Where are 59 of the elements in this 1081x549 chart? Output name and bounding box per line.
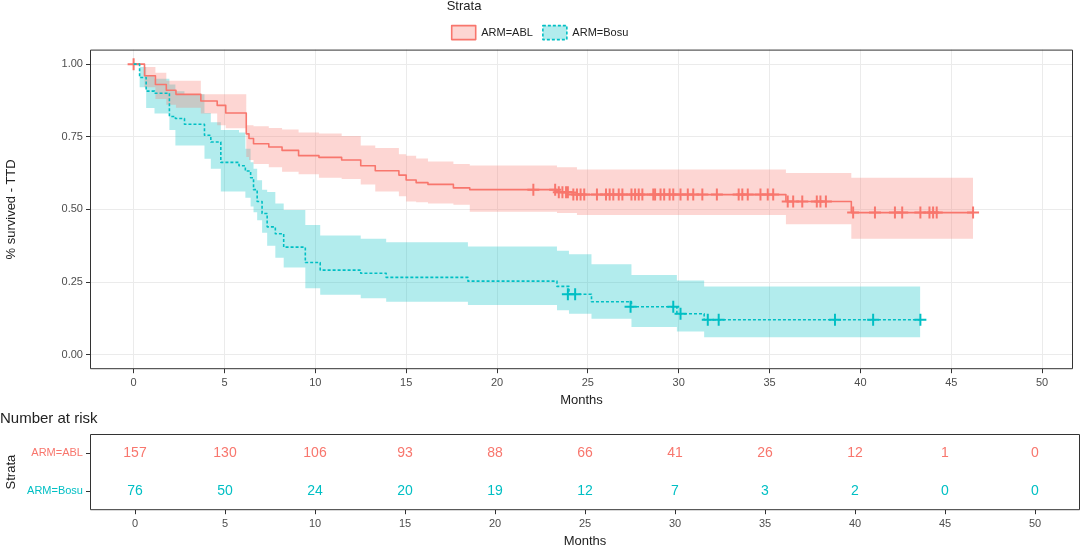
x-tick-label: 20 [488, 516, 502, 529]
data-label: 93 [397, 443, 413, 460]
data-label: 106 [303, 443, 327, 460]
data-label: 26 [757, 443, 773, 460]
x-tick-label: 5 [221, 375, 228, 388]
x-tick-label: 10 [309, 375, 322, 388]
legend-label: ARM=Bosu [572, 25, 629, 38]
x-tick-label: 50 [1035, 375, 1049, 388]
x-tick-label: 0 [131, 516, 139, 529]
data-label: 50 [217, 482, 233, 499]
data-label: 41 [667, 443, 683, 460]
data-label: 1 [941, 443, 950, 460]
x-tick-label: 0 [130, 375, 137, 388]
x-tick-label: 25 [578, 516, 592, 529]
x-tick-label: 25 [581, 375, 594, 388]
x-tick-label: 10 [308, 516, 322, 529]
x-tick-label: 50 [1028, 516, 1042, 529]
chart-title: Number at risk [0, 409, 99, 427]
data-label: 76 [127, 482, 143, 499]
x-axis-title: Months [560, 391, 604, 407]
x-tick-label: 30 [672, 375, 685, 388]
data-label: 19 [487, 482, 503, 499]
data-label: 0 [941, 482, 950, 499]
x-tick-label: 20 [490, 375, 504, 388]
x-axis-title: Months [563, 532, 607, 548]
x-tick-label: 15 [398, 516, 412, 529]
y-tick-label: ARM=Bosu [27, 484, 83, 497]
x-tick-label: 45 [945, 375, 958, 388]
data-label: 7 [671, 482, 680, 499]
y-axis-title: Strata [3, 453, 19, 490]
data-label: 88 [487, 443, 503, 460]
data-label: 12 [847, 443, 863, 460]
x-tick-label: 40 [848, 516, 862, 529]
x-tick-label: 35 [763, 375, 776, 388]
legend-title: Strata [446, 0, 483, 14]
legend-label: ARM=ABL [481, 25, 533, 38]
data-label: 2 [851, 482, 860, 499]
x-tick-label: 5 [221, 516, 229, 529]
y-tick-label: 0.50 [61, 202, 83, 215]
x-tick-label: 35 [758, 516, 772, 529]
x-tick-label: 40 [854, 375, 867, 388]
y-tick-label: 0.75 [61, 129, 83, 142]
data-label: 3 [761, 482, 770, 499]
data-label: 157 [123, 443, 147, 460]
data-label: 130 [213, 443, 237, 460]
x-tick-label: 15 [400, 375, 413, 388]
x-tick-label: 30 [668, 516, 682, 529]
y-tick-label: 0.00 [61, 347, 83, 360]
data-label: 20 [397, 482, 413, 499]
y-tick-label: 0.25 [61, 275, 83, 288]
data-label: 0 [1031, 482, 1040, 499]
x-tick-label: 45 [938, 516, 952, 529]
data-label: 66 [577, 443, 593, 460]
data-label: 24 [307, 482, 323, 499]
y-axis-title: % survived - TTD [3, 159, 19, 260]
data-label: 0 [1031, 443, 1040, 460]
data-label: 12 [577, 482, 593, 499]
y-tick-label: 1.00 [61, 57, 83, 70]
y-tick-label: ARM=ABL [31, 446, 83, 459]
